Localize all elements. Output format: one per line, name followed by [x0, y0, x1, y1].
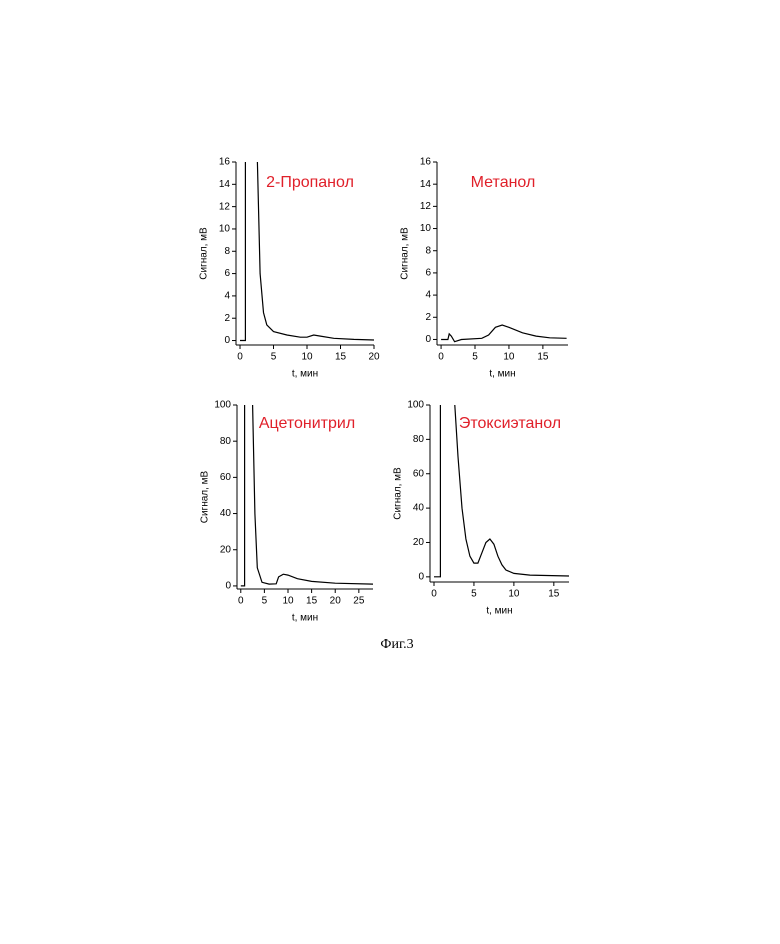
caption: Фиг.3: [380, 637, 413, 652]
x-tick-label: 20: [368, 352, 380, 363]
y-tick-label: 100: [407, 400, 424, 411]
y-tick-label: 14: [420, 179, 432, 190]
y-tick-label: 6: [224, 268, 230, 279]
x-tick-label: 0: [431, 589, 437, 600]
y-tick-label: 12: [219, 201, 231, 212]
x-tick-label: 5: [271, 352, 277, 363]
y-tick-label: 16: [420, 157, 432, 168]
y-tick-label: 2: [224, 313, 230, 324]
y-tick-label: 80: [413, 434, 425, 445]
x-axis-label: t, мин: [292, 613, 318, 624]
x-tick-label: 5: [262, 596, 268, 607]
annotation: Ацетонитрил: [259, 415, 355, 432]
y-tick-label: 16: [219, 157, 231, 168]
x-tick-label: 20: [330, 596, 342, 607]
y-tick-label: 100: [214, 400, 231, 411]
x-tick-label: 15: [537, 352, 549, 363]
y-tick-label: 2: [425, 312, 431, 323]
y-tick-label: 80: [220, 436, 232, 447]
y-tick-label: 10: [219, 224, 231, 235]
x-tick-label: 0: [438, 352, 444, 363]
x-axis-label: t, мин: [489, 369, 515, 380]
x-axis-label: t, мин: [486, 606, 512, 617]
y-axis-label: Сигнал, мВ: [200, 470, 211, 523]
y-tick-label: 10: [420, 223, 432, 234]
x-axis-label: t, мин: [292, 369, 318, 380]
y-tick-label: 20: [220, 544, 232, 555]
page: Фиг.3 024681012141605101520t, минСигнал,…: [0, 0, 780, 944]
x-tick-label: 10: [508, 589, 520, 600]
y-axis-label: Сигнал, мВ: [393, 467, 404, 520]
annotation: 2-Пропанол: [266, 174, 354, 191]
y-tick-label: 60: [413, 468, 425, 479]
y-tick-label: 60: [220, 472, 232, 483]
y-tick-label: 40: [413, 503, 425, 514]
y-tick-label: 8: [224, 246, 230, 257]
x-tick-label: 10: [301, 352, 313, 363]
x-tick-label: 25: [353, 596, 365, 607]
signal-line: [441, 325, 566, 342]
y-tick-label: 4: [425, 290, 431, 301]
y-tick-label: 12: [420, 201, 432, 212]
x-tick-label: 5: [471, 589, 477, 600]
figure: Фиг.3 024681012141605101520t, минСигнал,…: [0, 0, 780, 944]
y-tick-label: 0: [425, 334, 431, 345]
x-tick-label: 10: [282, 596, 294, 607]
y-tick-label: 0: [225, 581, 231, 592]
y-tick-label: 0: [224, 335, 230, 346]
y-tick-label: 8: [425, 245, 431, 256]
y-tick-label: 14: [219, 179, 231, 190]
y-tick-label: 20: [413, 537, 425, 548]
x-tick-label: 15: [306, 596, 318, 607]
y-tick-label: 0: [418, 571, 424, 582]
annotation: Этоксиэтанол: [459, 415, 561, 432]
y-tick-label: 4: [224, 291, 230, 302]
x-tick-label: 0: [238, 596, 244, 607]
y-axis-label: Сигнал, мВ: [199, 227, 210, 280]
x-tick-label: 15: [335, 352, 347, 363]
x-tick-label: 5: [472, 352, 478, 363]
y-tick-label: 6: [425, 268, 431, 279]
annotation: Метанол: [471, 174, 536, 191]
x-tick-label: 10: [503, 352, 515, 363]
x-tick-label: 15: [548, 589, 560, 600]
y-tick-label: 40: [220, 508, 232, 519]
y-axis-label: Сигнал, мВ: [400, 227, 411, 280]
x-tick-label: 0: [237, 352, 243, 363]
